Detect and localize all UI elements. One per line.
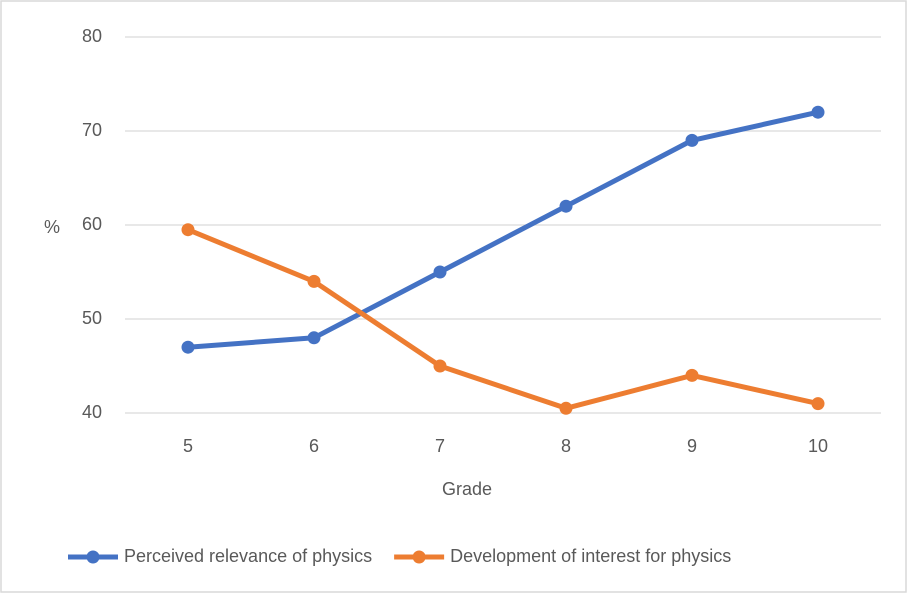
x-axis-label: Grade (442, 479, 492, 499)
series-marker (433, 359, 447, 373)
series-marker (307, 274, 321, 288)
y-axis-label: % (44, 217, 60, 237)
series-marker (181, 223, 195, 237)
series-marker (433, 265, 447, 279)
series-marker (685, 133, 699, 147)
x-tick-label: 5 (183, 436, 193, 456)
x-tick-label: 8 (561, 436, 571, 456)
x-tick-label: 10 (808, 436, 828, 456)
y-tick-label: 40 (82, 402, 102, 422)
legend-marker (412, 550, 426, 564)
series-marker (307, 331, 321, 345)
series-line (187, 109, 819, 350)
legend-marker (86, 550, 100, 564)
series-marker (811, 397, 825, 411)
y-tick-label: 60 (82, 214, 102, 234)
y-tick-label: 80 (82, 26, 102, 46)
series-marker (559, 401, 573, 415)
y-tick-label: 50 (82, 308, 102, 328)
series-marker (181, 340, 195, 354)
series-line (187, 227, 819, 411)
series-marker (559, 199, 573, 213)
series-marker (811, 105, 825, 119)
series-marker (685, 368, 699, 382)
legend-label: Development of interest for physics (450, 546, 731, 566)
y-tick-label: 70 (82, 120, 102, 140)
x-tick-label: 6 (309, 436, 319, 456)
x-tick-label: 7 (435, 436, 445, 456)
legend-label: Perceived relevance of physics (124, 546, 372, 566)
x-tick-label: 9 (687, 436, 697, 456)
